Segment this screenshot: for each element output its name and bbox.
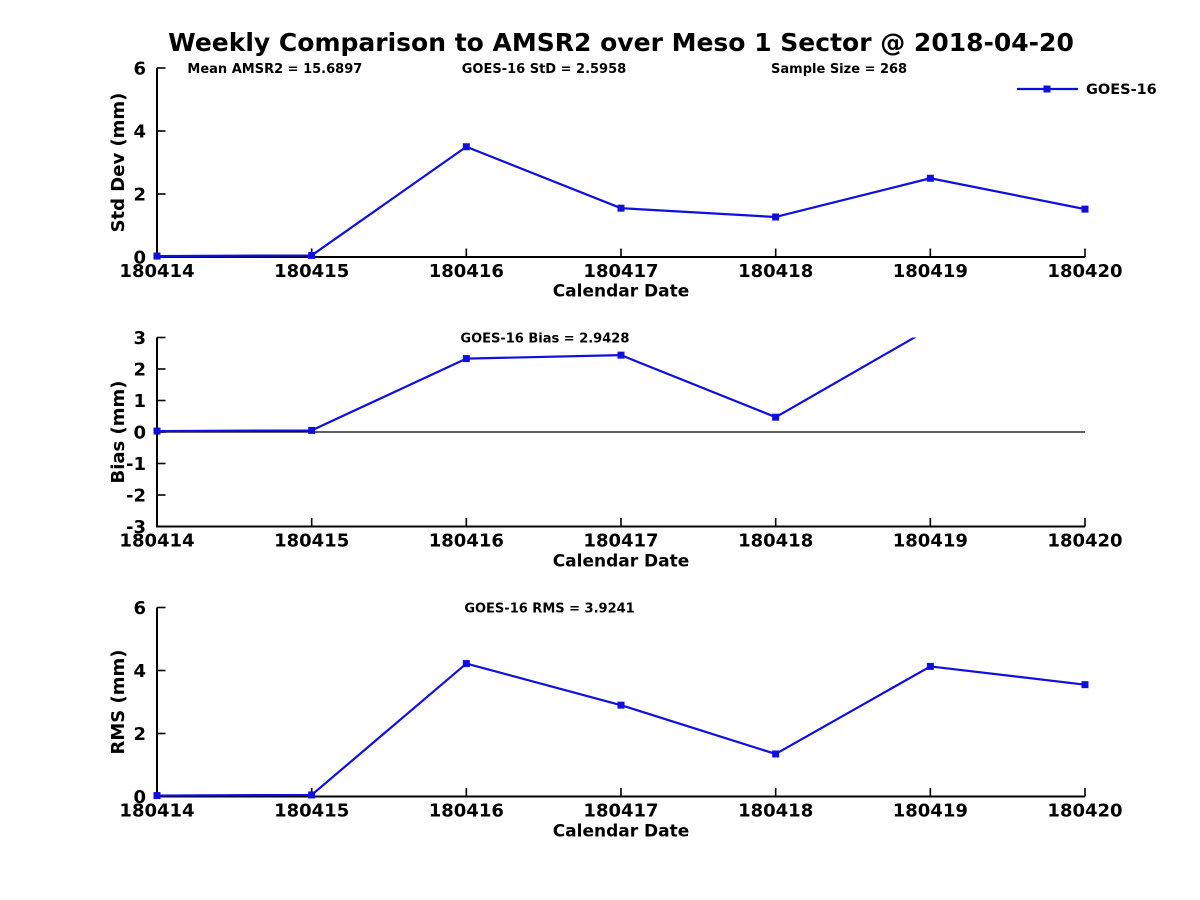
data-point-marker xyxy=(926,174,934,182)
data-point-marker xyxy=(153,427,161,435)
y-tick-label: 2 xyxy=(133,360,146,381)
x-tick-label: 180414 xyxy=(119,261,194,282)
x-tick-label: 180419 xyxy=(893,261,968,282)
x-tick-label: 180415 xyxy=(274,801,349,822)
y-tick-label: 0 xyxy=(133,423,146,444)
x-tick-label: 180420 xyxy=(1047,801,1122,822)
data-point-marker xyxy=(1081,205,1089,213)
x-tick-label: 180417 xyxy=(583,531,658,552)
stat-annotation: GOES-16 StD = 2.5958 xyxy=(462,62,626,77)
data-point-marker xyxy=(617,204,625,212)
data-point-marker xyxy=(1082,327,1089,334)
y-tick-label: 6 xyxy=(133,59,146,80)
y-tick-label: -2 xyxy=(126,486,146,507)
x-tick-label: 180418 xyxy=(738,801,813,822)
ylabel-rms: RMS (mm) xyxy=(108,650,129,755)
y-tick-label: -1 xyxy=(126,454,146,475)
x-tick-label: 180414 xyxy=(119,531,194,552)
series-GOES-16 xyxy=(153,660,1089,800)
data-point-marker xyxy=(462,355,470,363)
x-tick-label: 180415 xyxy=(274,531,349,552)
xlabel-rms: Calendar Date xyxy=(553,822,690,842)
data-point-marker xyxy=(617,351,625,359)
legend-marker-icon xyxy=(1043,85,1051,93)
x-tick-label: 180420 xyxy=(1047,261,1122,282)
y-tick-label: 3 xyxy=(133,328,146,349)
xlabel-std-dev: Calendar Date xyxy=(553,282,690,302)
x-tick-label: 180417 xyxy=(583,801,658,822)
y-tick-label: 0 xyxy=(133,248,146,269)
x-tick-label: 180419 xyxy=(893,801,968,822)
y-tick-label: 4 xyxy=(133,661,146,682)
data-point-marker xyxy=(772,213,780,221)
data-point-marker xyxy=(462,143,470,151)
data-point-marker xyxy=(153,792,161,800)
chart-bias: -3 -2 -1 0 1 2 3 180414 180415 180416 180417 180418… xyxy=(119,325,1122,552)
data-point-marker xyxy=(772,750,780,758)
x-tick-label: 180416 xyxy=(429,801,504,822)
figure-title: Weekly Comparison to AMSR2 over Meso 1 S… xyxy=(168,28,1074,57)
axes-layer: 0 2 4 6 180414 180415 180416 180417 180418 180419… xyxy=(119,59,1122,822)
data-line xyxy=(156,662,1086,797)
y-tick-label: 2 xyxy=(133,185,146,206)
data-point-marker xyxy=(927,325,934,332)
stat-annotation: Sample Size = 268 xyxy=(771,62,907,77)
ylabel-std-dev: Std Dev (mm) xyxy=(108,93,129,233)
x-tick-label: 180419 xyxy=(893,531,968,552)
data-point-marker xyxy=(772,413,780,421)
xlabel-bias: Calendar Date xyxy=(553,552,690,572)
data-point-marker xyxy=(153,252,161,260)
ylabel-bias: Bias (mm) xyxy=(108,381,129,484)
y-tick-label: 0 xyxy=(133,787,146,808)
data-point-marker xyxy=(617,701,625,709)
data-point-marker xyxy=(308,791,316,799)
data-point-marker xyxy=(926,662,934,670)
data-line xyxy=(156,145,1086,258)
series-GOES-16 xyxy=(153,325,1089,435)
data-point-marker xyxy=(308,251,316,259)
y-tick-label: 1 xyxy=(133,391,146,412)
y-tick-label: 4 xyxy=(133,122,146,143)
x-tick-label: 180420 xyxy=(1047,531,1122,552)
data-point-marker xyxy=(308,426,316,434)
x-tick-label: 180416 xyxy=(429,531,504,552)
stat-annotation: Mean AMSR2 = 15.6897 xyxy=(187,62,362,77)
stat-annotation: GOES-16 Bias = 2.9428 xyxy=(460,332,629,347)
y-tick-label: 2 xyxy=(133,724,146,745)
stat-annotation: GOES-16 RMS = 3.9241 xyxy=(464,602,634,617)
x-tick-label: 180417 xyxy=(583,261,658,282)
series-GOES-16 xyxy=(153,143,1089,260)
x-tick-label: 180418 xyxy=(738,261,813,282)
legend: GOES-16 xyxy=(1017,82,1157,98)
legend-label: GOES-16 xyxy=(1086,82,1157,98)
y-tick-label: -3 xyxy=(126,517,146,538)
y-tick-label: 6 xyxy=(133,598,146,619)
x-tick-label: 180416 xyxy=(429,261,504,282)
data-point-marker xyxy=(1081,681,1089,689)
chart-std-dev: 0 2 4 6 180414 180415 180416 180417 180418 180419… xyxy=(119,59,1122,283)
x-tick-label: 180414 xyxy=(119,801,194,822)
chart-rms: 0 2 4 6 180414 180415 180416 180417 180418 180419… xyxy=(119,598,1122,822)
x-tick-label: 180418 xyxy=(738,531,813,552)
x-tick-label: 180415 xyxy=(274,261,349,282)
data-point-marker xyxy=(462,660,470,668)
